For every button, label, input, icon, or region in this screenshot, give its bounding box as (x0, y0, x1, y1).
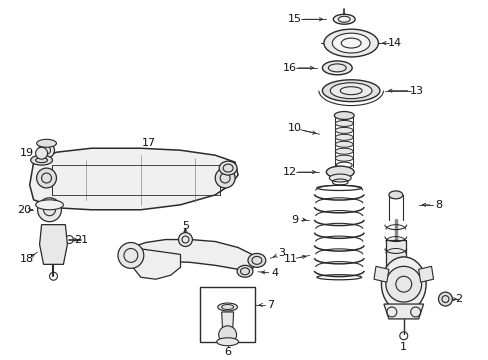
Polygon shape (221, 312, 233, 332)
Ellipse shape (381, 257, 425, 311)
Polygon shape (30, 148, 238, 210)
Circle shape (46, 233, 61, 247)
Ellipse shape (219, 161, 237, 175)
Circle shape (218, 326, 236, 344)
Circle shape (38, 198, 61, 222)
Text: 4: 4 (271, 268, 278, 278)
Text: 13: 13 (409, 86, 423, 96)
Text: 21: 21 (74, 234, 88, 244)
Ellipse shape (335, 141, 352, 147)
Text: 12: 12 (282, 167, 296, 177)
Text: 19: 19 (20, 148, 34, 158)
Ellipse shape (387, 301, 403, 311)
Polygon shape (383, 304, 423, 319)
Ellipse shape (36, 200, 63, 210)
Ellipse shape (335, 121, 352, 126)
Ellipse shape (388, 191, 402, 199)
Ellipse shape (332, 33, 369, 53)
Polygon shape (131, 247, 180, 279)
Text: 17: 17 (142, 138, 156, 148)
Ellipse shape (333, 14, 354, 24)
Ellipse shape (31, 155, 52, 165)
Ellipse shape (334, 112, 353, 120)
Polygon shape (373, 266, 388, 282)
Ellipse shape (247, 253, 265, 267)
Circle shape (178, 233, 192, 247)
Ellipse shape (335, 127, 352, 133)
Text: 1: 1 (400, 342, 407, 352)
Text: 3: 3 (278, 248, 285, 258)
Text: 10: 10 (287, 123, 301, 134)
Bar (385, 239, 405, 299)
Text: 6: 6 (224, 347, 231, 357)
Circle shape (37, 168, 56, 188)
Text: 15: 15 (287, 14, 301, 24)
Polygon shape (131, 239, 257, 269)
Bar (200, 287, 254, 342)
Ellipse shape (322, 61, 351, 75)
Ellipse shape (216, 338, 238, 346)
Ellipse shape (335, 134, 352, 140)
Ellipse shape (323, 29, 378, 57)
Text: 5: 5 (182, 221, 188, 231)
Text: 9: 9 (290, 215, 298, 225)
Circle shape (438, 292, 451, 306)
Polygon shape (418, 266, 433, 282)
Ellipse shape (37, 139, 56, 147)
Ellipse shape (335, 155, 352, 161)
Text: 18: 18 (20, 255, 34, 264)
Ellipse shape (330, 83, 371, 99)
Ellipse shape (322, 80, 379, 102)
Text: 14: 14 (387, 38, 401, 48)
Text: 7: 7 (266, 300, 274, 310)
Circle shape (118, 243, 143, 268)
Ellipse shape (237, 265, 252, 277)
Circle shape (385, 266, 421, 302)
Ellipse shape (335, 148, 352, 154)
Ellipse shape (217, 303, 237, 311)
Circle shape (215, 168, 235, 188)
Ellipse shape (325, 166, 353, 178)
Polygon shape (40, 225, 67, 264)
Text: 8: 8 (434, 200, 441, 210)
Text: 11: 11 (283, 255, 297, 264)
Circle shape (36, 147, 47, 159)
Text: 16: 16 (282, 63, 296, 73)
Ellipse shape (328, 174, 350, 182)
Text: 20: 20 (17, 205, 31, 215)
Text: 2: 2 (454, 294, 461, 304)
Circle shape (39, 142, 54, 158)
